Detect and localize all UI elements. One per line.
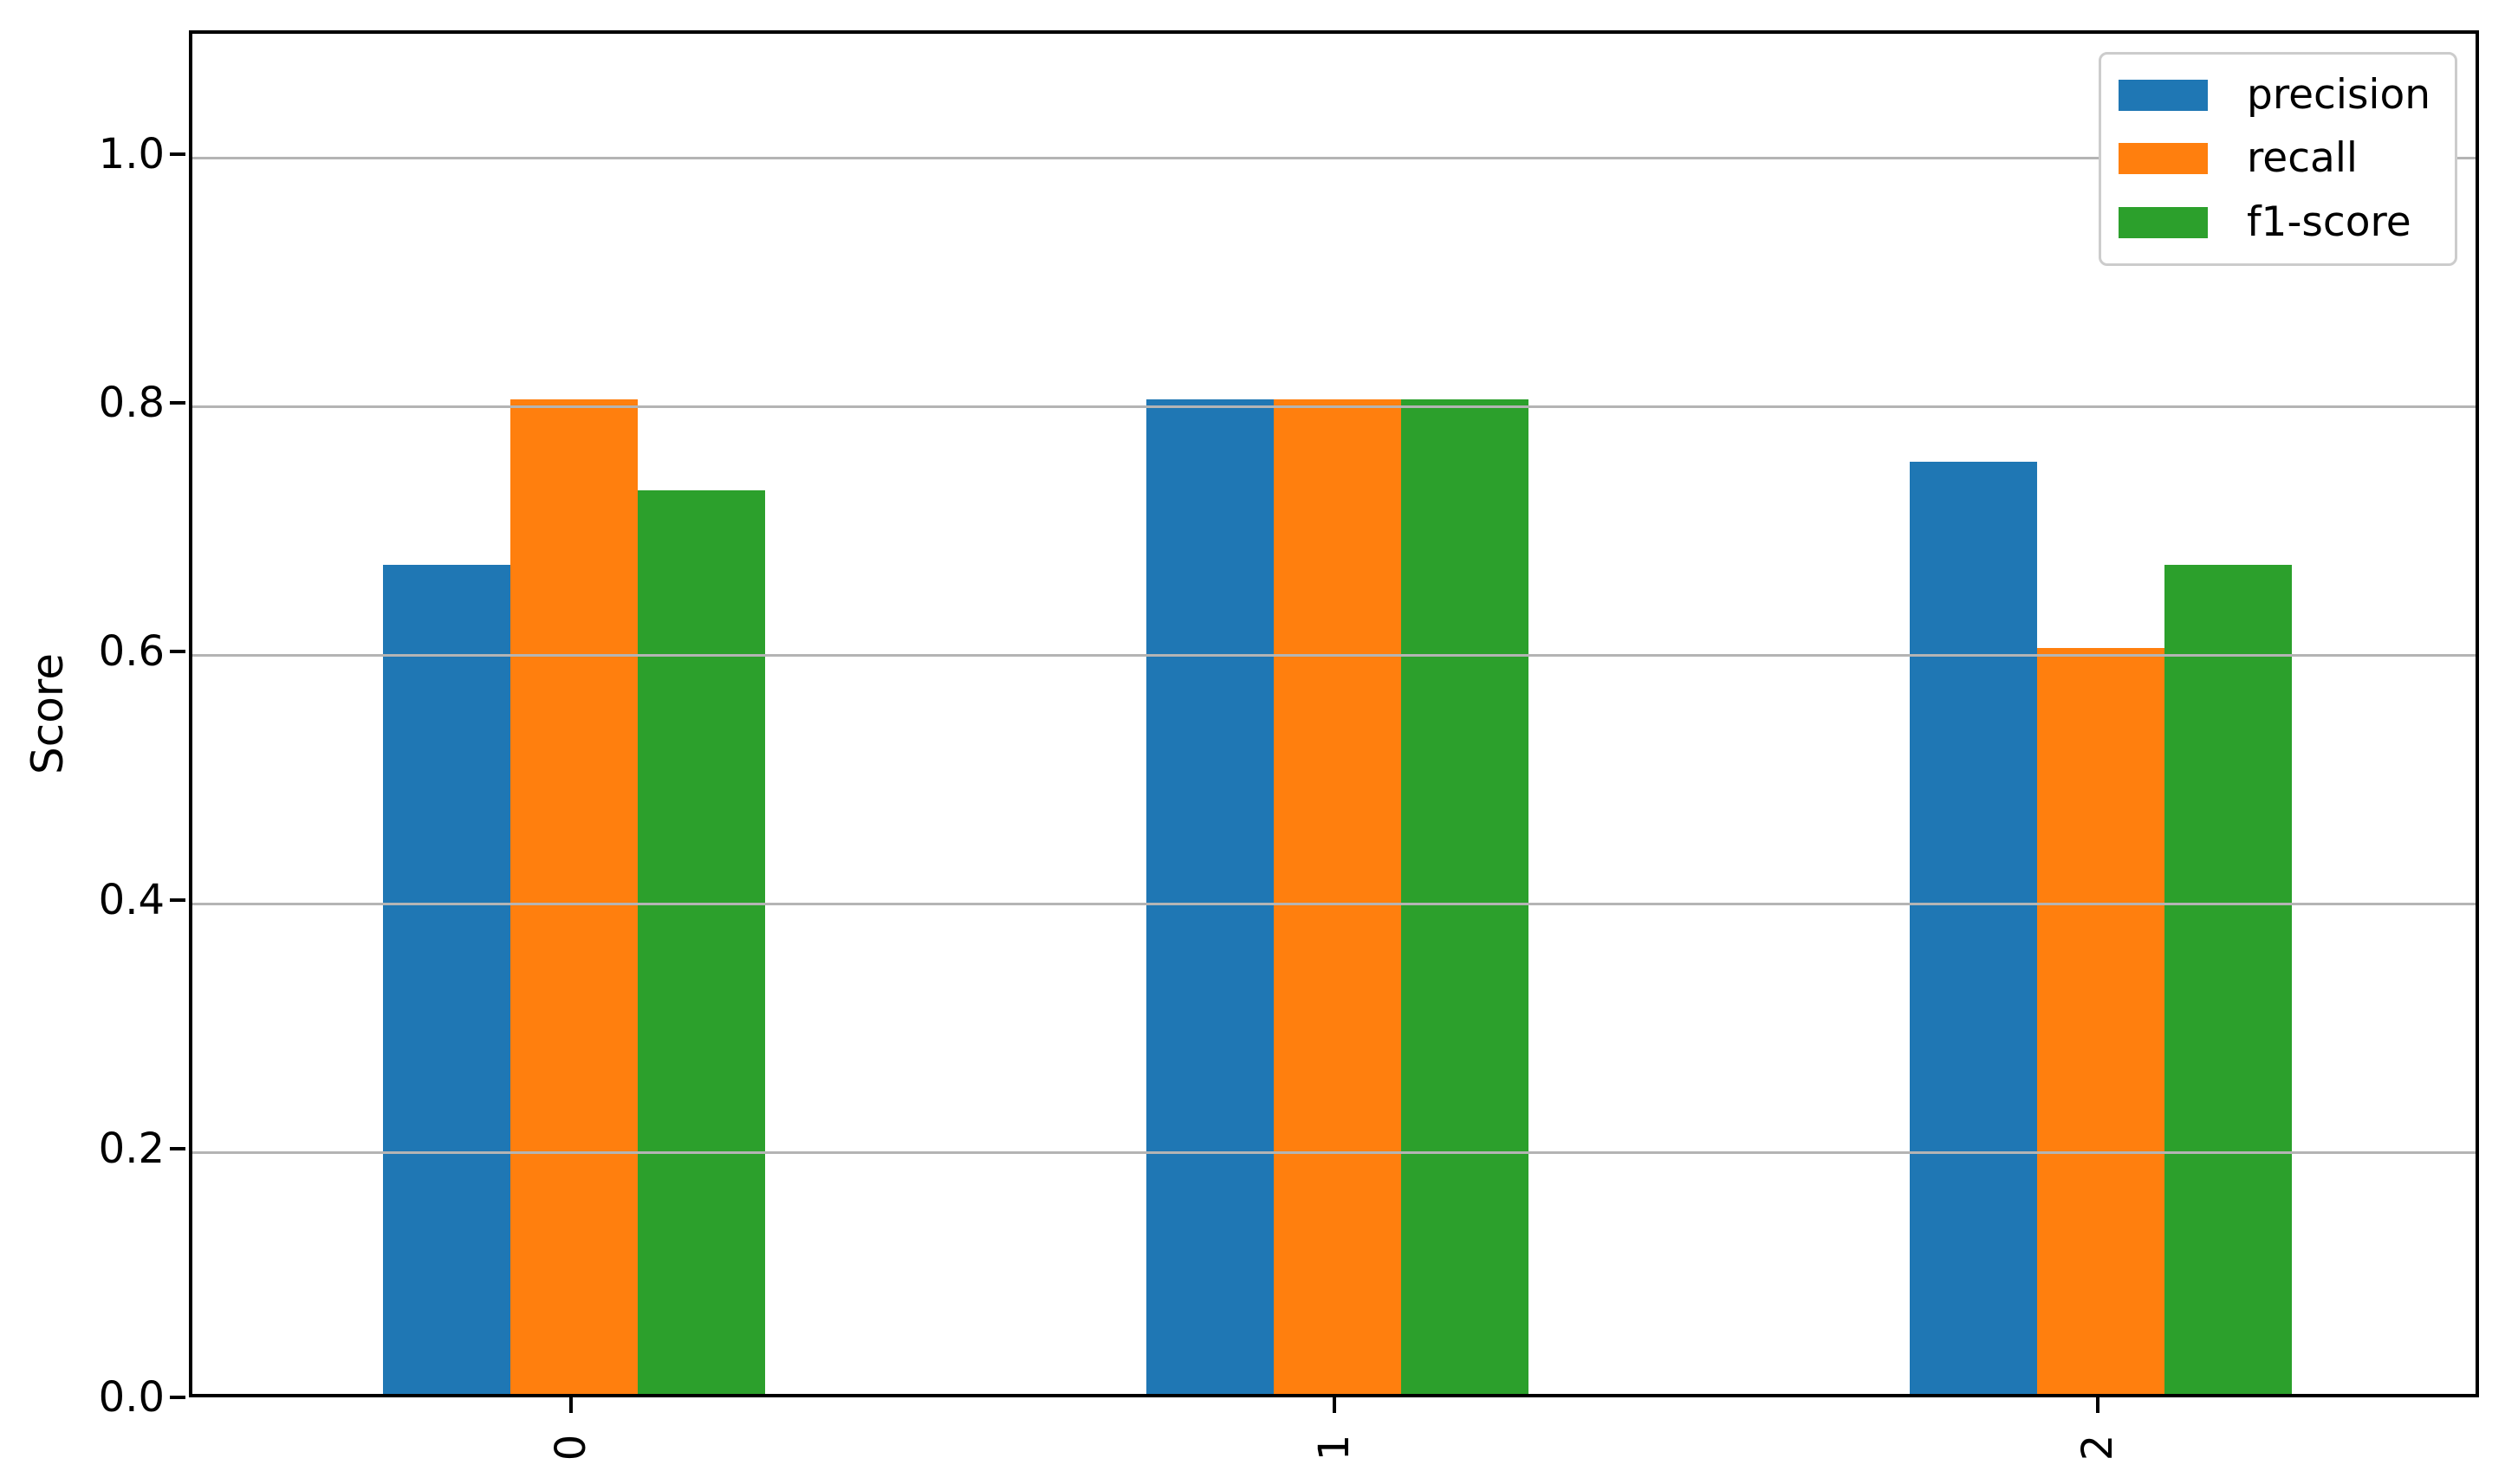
gridline-y-0.2	[192, 1150, 2476, 1154]
y-tick-mark-0.0	[170, 1396, 185, 1399]
y-tick-label-0.2: 0.2	[98, 1124, 165, 1174]
y-tick-label-0.0: 0.0	[98, 1373, 165, 1422]
legend-row-recall: recall	[2101, 134, 2455, 183]
gridline-y-0.8	[192, 405, 2476, 408]
y-tick-mark-0.2	[170, 1147, 185, 1151]
bar-recall-2	[2037, 648, 2164, 1394]
y-tick-mark-0.8	[170, 401, 185, 405]
legend-row-precision: precision	[2101, 71, 2455, 120]
y-tick-mark-1.0	[170, 152, 185, 157]
bar-precision-2	[1910, 462, 2038, 1394]
y-tick-mark-0.4	[170, 898, 185, 903]
bar-precision-0	[383, 565, 511, 1394]
grid-layer	[192, 34, 2476, 1394]
legend-swatch-f1-score	[2119, 207, 2208, 239]
bars-layer	[192, 34, 2476, 1394]
y-tick-label-0.6: 0.6	[98, 627, 165, 677]
bar-f1-score-2	[2164, 565, 2292, 1394]
legend-row-f1-score: f1-score	[2101, 198, 2455, 247]
x-tick-mark-1	[1332, 1397, 1336, 1413]
legend-label-precision: precision	[2247, 70, 2431, 119]
y-tick-mark-0.6	[170, 650, 185, 654]
gridline-y-0.6	[192, 653, 2476, 657]
x-tick-label-0: 0	[546, 1434, 595, 1461]
bar-f1-score-1	[1400, 399, 1528, 1394]
x-tick-mark-0	[568, 1397, 573, 1413]
bar-precision-1	[1146, 399, 1275, 1394]
gridline-y-1.0	[192, 156, 2476, 159]
legend-swatch-recall	[2119, 143, 2208, 175]
gridline-y-0.4	[192, 902, 2476, 905]
y-tick-label-1.0: 1.0	[98, 130, 165, 179]
plot-area: precision recall f1-score	[189, 30, 2479, 1397]
y-tick-label-0.4: 0.4	[98, 876, 165, 925]
bar-f1-score-0	[637, 490, 765, 1394]
legend: precision recall f1-score	[2099, 52, 2457, 266]
x-tick-label-1: 1	[1309, 1434, 1359, 1461]
bar-recall-0	[510, 399, 638, 1394]
legend-swatch-precision	[2119, 79, 2208, 111]
bar-recall-1	[1274, 399, 1401, 1394]
legend-label-f1-score: f1-score	[2247, 198, 2411, 247]
x-tick-label-2: 2	[2073, 1434, 2122, 1461]
x-tick-mark-2	[2095, 1397, 2099, 1413]
y-tick-label-0.8: 0.8	[98, 379, 165, 428]
legend-label-recall: recall	[2247, 134, 2358, 183]
